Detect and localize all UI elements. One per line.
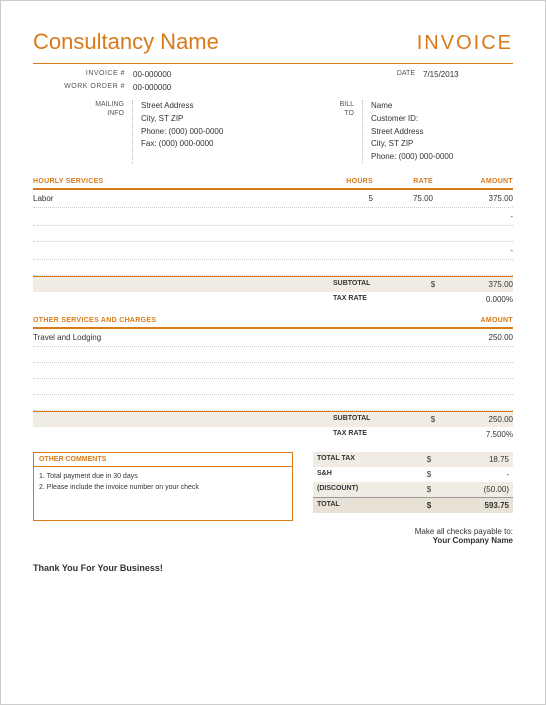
grand-total-row: TOTAL $ 593.75 [313, 497, 513, 513]
table-row [33, 379, 513, 395]
other-subtotal: SUBTOTAL $ 250.00 TAX RATE 7.500% [33, 411, 513, 442]
header-rule [33, 63, 513, 64]
work-order-row: WORK ORDER # 00-000000 [33, 83, 513, 92]
hourly-header: HOURLY SERVICES HOURS RATE AMOUNT [33, 178, 513, 190]
table-row: Travel and Lodging 250.00 [33, 329, 513, 347]
invoice-title: INVOICE [417, 32, 513, 55]
work-order-value: 00-000000 [133, 83, 513, 92]
header: Consultancy Name INVOICE [33, 29, 513, 55]
mailing-label: MAILING INFO [33, 100, 133, 164]
table-row [33, 363, 513, 379]
discount-row: (DISCOUNT) $ (50.00) [313, 482, 513, 497]
comments-box: OTHER COMMENTS 1. Total payment due in 3… [33, 452, 293, 521]
other-col-desc: OTHER SERVICES AND CHARGES [33, 317, 433, 324]
date-value: 7/15/2013 [423, 70, 459, 79]
bill-to-content: Name Customer ID: Street Address City, S… [363, 100, 453, 164]
comments-title: OTHER COMMENTS [34, 453, 292, 467]
table-row [33, 395, 513, 411]
hourly-col-hours: HOURS [323, 178, 373, 185]
payable-block: Make all checks payable to: Your Company… [33, 527, 513, 545]
other-col-amount: AMOUNT [433, 317, 513, 324]
other-rows: Travel and Lodging 250.00 [33, 329, 513, 411]
invoice-number-value: 00-000000 [133, 70, 373, 79]
payable-name: Your Company Name [33, 536, 513, 545]
table-row [33, 226, 513, 242]
hourly-col-desc: HOURLY SERVICES [33, 178, 323, 185]
totals-block: TOTAL TAX $ 18.75 S&H $ - (DISCOUNT) $ (… [313, 452, 513, 513]
table-row: Labor 5 75.00 375.00 [33, 190, 513, 208]
other-header: OTHER SERVICES AND CHARGES AMOUNT [33, 317, 513, 329]
invoice-meta-row: INVOICE # 00-000000 DATE 7/15/2013 [33, 70, 513, 79]
date-label: DATE [373, 70, 423, 79]
address-block: MAILING INFO Street Address City, ST ZIP… [33, 100, 513, 164]
comments-body: 1. Total payment due in 30 days 2. Pleas… [34, 467, 292, 520]
hourly-col-amount: AMOUNT [433, 178, 513, 185]
table-row [33, 347, 513, 363]
company-name: Consultancy Name [33, 29, 219, 55]
hourly-rows: Labor 5 75.00 375.00 - - [33, 190, 513, 276]
bill-to-label: BILL TO [313, 100, 363, 164]
table-row [33, 260, 513, 276]
total-tax-row: TOTAL TAX $ 18.75 [313, 452, 513, 467]
hourly-subtotal: SUBTOTAL $ 375.00 TAX RATE 0.000% [33, 276, 513, 307]
payable-text: Make all checks payable to: [33, 527, 513, 536]
thank-you: Thank You For Your Business! [33, 563, 513, 573]
mailing-content: Street Address City, ST ZIP Phone: (000)… [133, 100, 223, 164]
sh-row: S&H $ - [313, 467, 513, 482]
invoice-number-label: INVOICE # [33, 70, 133, 79]
hourly-col-rate: RATE [373, 178, 433, 185]
table-row: - [33, 242, 513, 260]
work-order-label: WORK ORDER # [33, 83, 133, 92]
table-row: - [33, 208, 513, 226]
